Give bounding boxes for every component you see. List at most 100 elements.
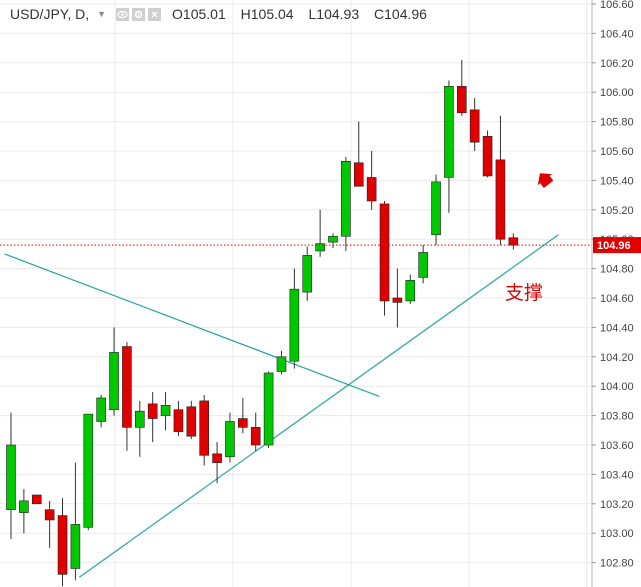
axis-tick-label: 104.80 xyxy=(600,264,634,276)
candle xyxy=(418,245,428,284)
support-annotation: 支撑 xyxy=(505,282,544,304)
candle-body xyxy=(96,397,106,422)
candle xyxy=(109,327,119,416)
candle xyxy=(366,151,377,210)
low-value: 104.93 xyxy=(316,6,360,22)
candle xyxy=(315,209,325,257)
low-key: L xyxy=(308,6,317,22)
candle xyxy=(96,395,106,428)
up-arrow-path xyxy=(537,173,554,189)
candle xyxy=(508,233,519,250)
candle xyxy=(199,395,209,466)
open-value: 105.01 xyxy=(182,6,226,22)
candle xyxy=(83,413,94,531)
high-key: H xyxy=(240,6,251,22)
trendlines[interactable] xyxy=(4,234,559,578)
candle-body xyxy=(147,403,158,419)
candle-body xyxy=(186,406,197,437)
axis-tick-label: 103.80 xyxy=(600,411,634,423)
candle-body xyxy=(418,252,428,278)
candle-body xyxy=(109,352,119,411)
candle xyxy=(392,268,403,328)
axis-tick-label: 106.20 xyxy=(600,58,634,70)
candle xyxy=(341,156,351,251)
axis-tick-label: 105.60 xyxy=(600,146,634,158)
candle-body xyxy=(122,346,132,428)
symbol-label[interactable]: USD/JPY, D, xyxy=(10,6,90,22)
candle-body xyxy=(19,500,29,513)
candle-body xyxy=(31,494,42,505)
candle xyxy=(353,121,364,187)
axis-tick-label: 103.60 xyxy=(600,440,634,452)
price-axis[interactable]: 106.60 106.40 106.20 106.00 105.80 105.60 105.… xyxy=(591,0,634,587)
candle xyxy=(302,246,313,301)
axis-tick-label: 105.40 xyxy=(600,175,634,187)
candle-body xyxy=(431,181,441,236)
candle xyxy=(6,412,16,540)
up-arrow-shape xyxy=(537,173,554,189)
candle xyxy=(70,462,81,581)
chevron-down-icon[interactable]: ▼ xyxy=(97,9,107,19)
candle xyxy=(263,371,274,448)
candle-body xyxy=(379,203,390,302)
axis-tick-label: 104.20 xyxy=(600,352,634,364)
axis-tick-label: 104.40 xyxy=(600,322,634,334)
chart-header: USD/JPY, D, ▼ O105.01 H105.04 L104.93 C1… xyxy=(0,0,427,28)
high-value: 105.04 xyxy=(250,6,294,22)
candles xyxy=(6,59,519,587)
candle xyxy=(147,392,158,443)
candle xyxy=(456,59,467,116)
settings-icon[interactable] xyxy=(132,7,146,21)
candle-body xyxy=(456,86,467,114)
axis-tick-label: 106.40 xyxy=(600,28,634,40)
candle xyxy=(405,274,416,304)
candle xyxy=(122,342,132,451)
candle xyxy=(225,412,235,463)
eye-icon[interactable] xyxy=(116,7,130,21)
axis-tick-label: 105.20 xyxy=(600,205,634,217)
candle-body xyxy=(250,427,261,446)
axis-tick-label: 106.60 xyxy=(600,0,634,11)
candle-body xyxy=(238,418,248,428)
candle xyxy=(135,400,145,457)
close-icon[interactable] xyxy=(148,7,162,21)
axis-tick-label: 104.00 xyxy=(600,381,634,393)
candle-body xyxy=(508,237,519,246)
trendline[interactable] xyxy=(4,253,380,398)
axis-tick-label: 104.60 xyxy=(600,293,634,305)
axis-tick-label: 103.20 xyxy=(600,499,634,511)
candle xyxy=(57,497,68,587)
trendline[interactable] xyxy=(78,234,559,578)
last-price-label: 104.96 xyxy=(597,240,631,252)
axis-tick-label: 106.00 xyxy=(600,87,634,99)
axis-tick-label: 103.00 xyxy=(600,528,634,540)
axis-tick-label: 105.80 xyxy=(600,117,634,129)
candle-body xyxy=(173,409,184,433)
candle-body xyxy=(263,372,274,446)
candle xyxy=(44,500,55,548)
candle xyxy=(289,268,300,369)
candle-body xyxy=(495,159,506,240)
candle-body xyxy=(444,86,454,178)
candle xyxy=(431,174,441,246)
axis-tick-label: 103.40 xyxy=(600,469,634,481)
candle xyxy=(238,397,248,434)
candle-body xyxy=(57,515,68,575)
candle-body xyxy=(328,235,338,243)
close-value: 104.96 xyxy=(384,6,427,22)
open-key: O xyxy=(172,6,183,22)
candle-body xyxy=(83,413,94,528)
candle-body xyxy=(341,160,351,237)
candle xyxy=(469,98,480,151)
candle xyxy=(328,233,338,249)
candle xyxy=(250,412,261,451)
candle-body xyxy=(276,356,287,372)
candle-body xyxy=(199,400,209,456)
candle-body xyxy=(405,280,416,302)
candle xyxy=(444,80,454,213)
candle xyxy=(276,350,287,375)
candle xyxy=(31,494,42,505)
candle-body xyxy=(315,243,325,252)
legend-icons xyxy=(116,7,164,21)
